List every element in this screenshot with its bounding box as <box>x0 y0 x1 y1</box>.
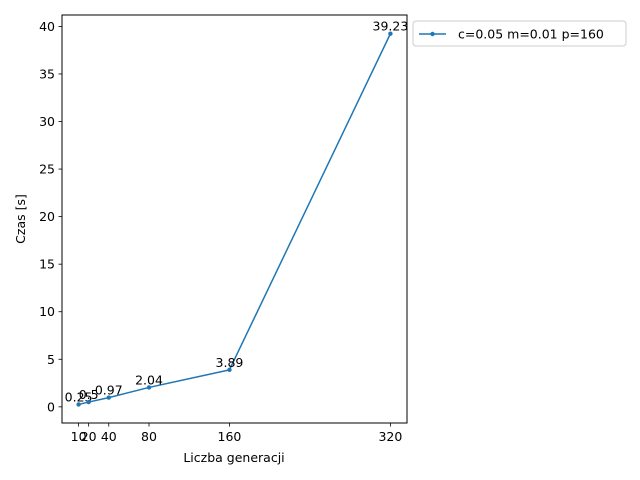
legend-frame <box>412 20 627 47</box>
data-point <box>86 399 91 405</box>
y-tick-label: 0 <box>47 399 55 414</box>
x-tick-label: 20 <box>81 429 97 444</box>
y-tick-label: 40 <box>39 19 55 34</box>
legend-label: c=0.05 m=0.01 p=160 <box>458 27 604 42</box>
y-axis-label: Czas [s] <box>13 194 28 244</box>
y-tick-label: 20 <box>39 209 55 224</box>
x-tick-label: 10 <box>71 429 87 444</box>
data-label: 0.97 <box>95 383 123 398</box>
y-tick-label: 10 <box>39 304 55 319</box>
x-tick-label: 160 <box>218 429 242 444</box>
data-label: 39.23 <box>373 19 409 34</box>
data-point <box>227 367 232 373</box>
legend-marker-swatch <box>430 31 435 37</box>
data-label: 0.5 <box>79 387 99 402</box>
data-point <box>76 402 81 407</box>
data-label: 0.25 <box>65 389 93 404</box>
y-tick-label: 5 <box>47 352 55 367</box>
y-tick-label: 30 <box>39 114 55 129</box>
data-point <box>106 395 111 400</box>
x-tick-label: 80 <box>141 429 157 444</box>
series-line <box>78 33 392 406</box>
y-tick-label: 15 <box>39 257 55 272</box>
data-label: 2.04 <box>135 372 163 387</box>
data-label: 3.89 <box>216 355 244 370</box>
x-tick-label: 320 <box>378 429 402 444</box>
y-tick-label: 35 <box>39 66 55 81</box>
y-tick-label: 25 <box>39 162 55 177</box>
data-point <box>388 31 393 36</box>
legend: c=0.05 m=0.01 p=160 <box>412 20 627 47</box>
x-axis-label: Liczba generacji <box>183 450 284 465</box>
plot-frame <box>61 14 408 424</box>
data-point <box>146 385 152 390</box>
x-tick-label: 40 <box>101 429 117 444</box>
